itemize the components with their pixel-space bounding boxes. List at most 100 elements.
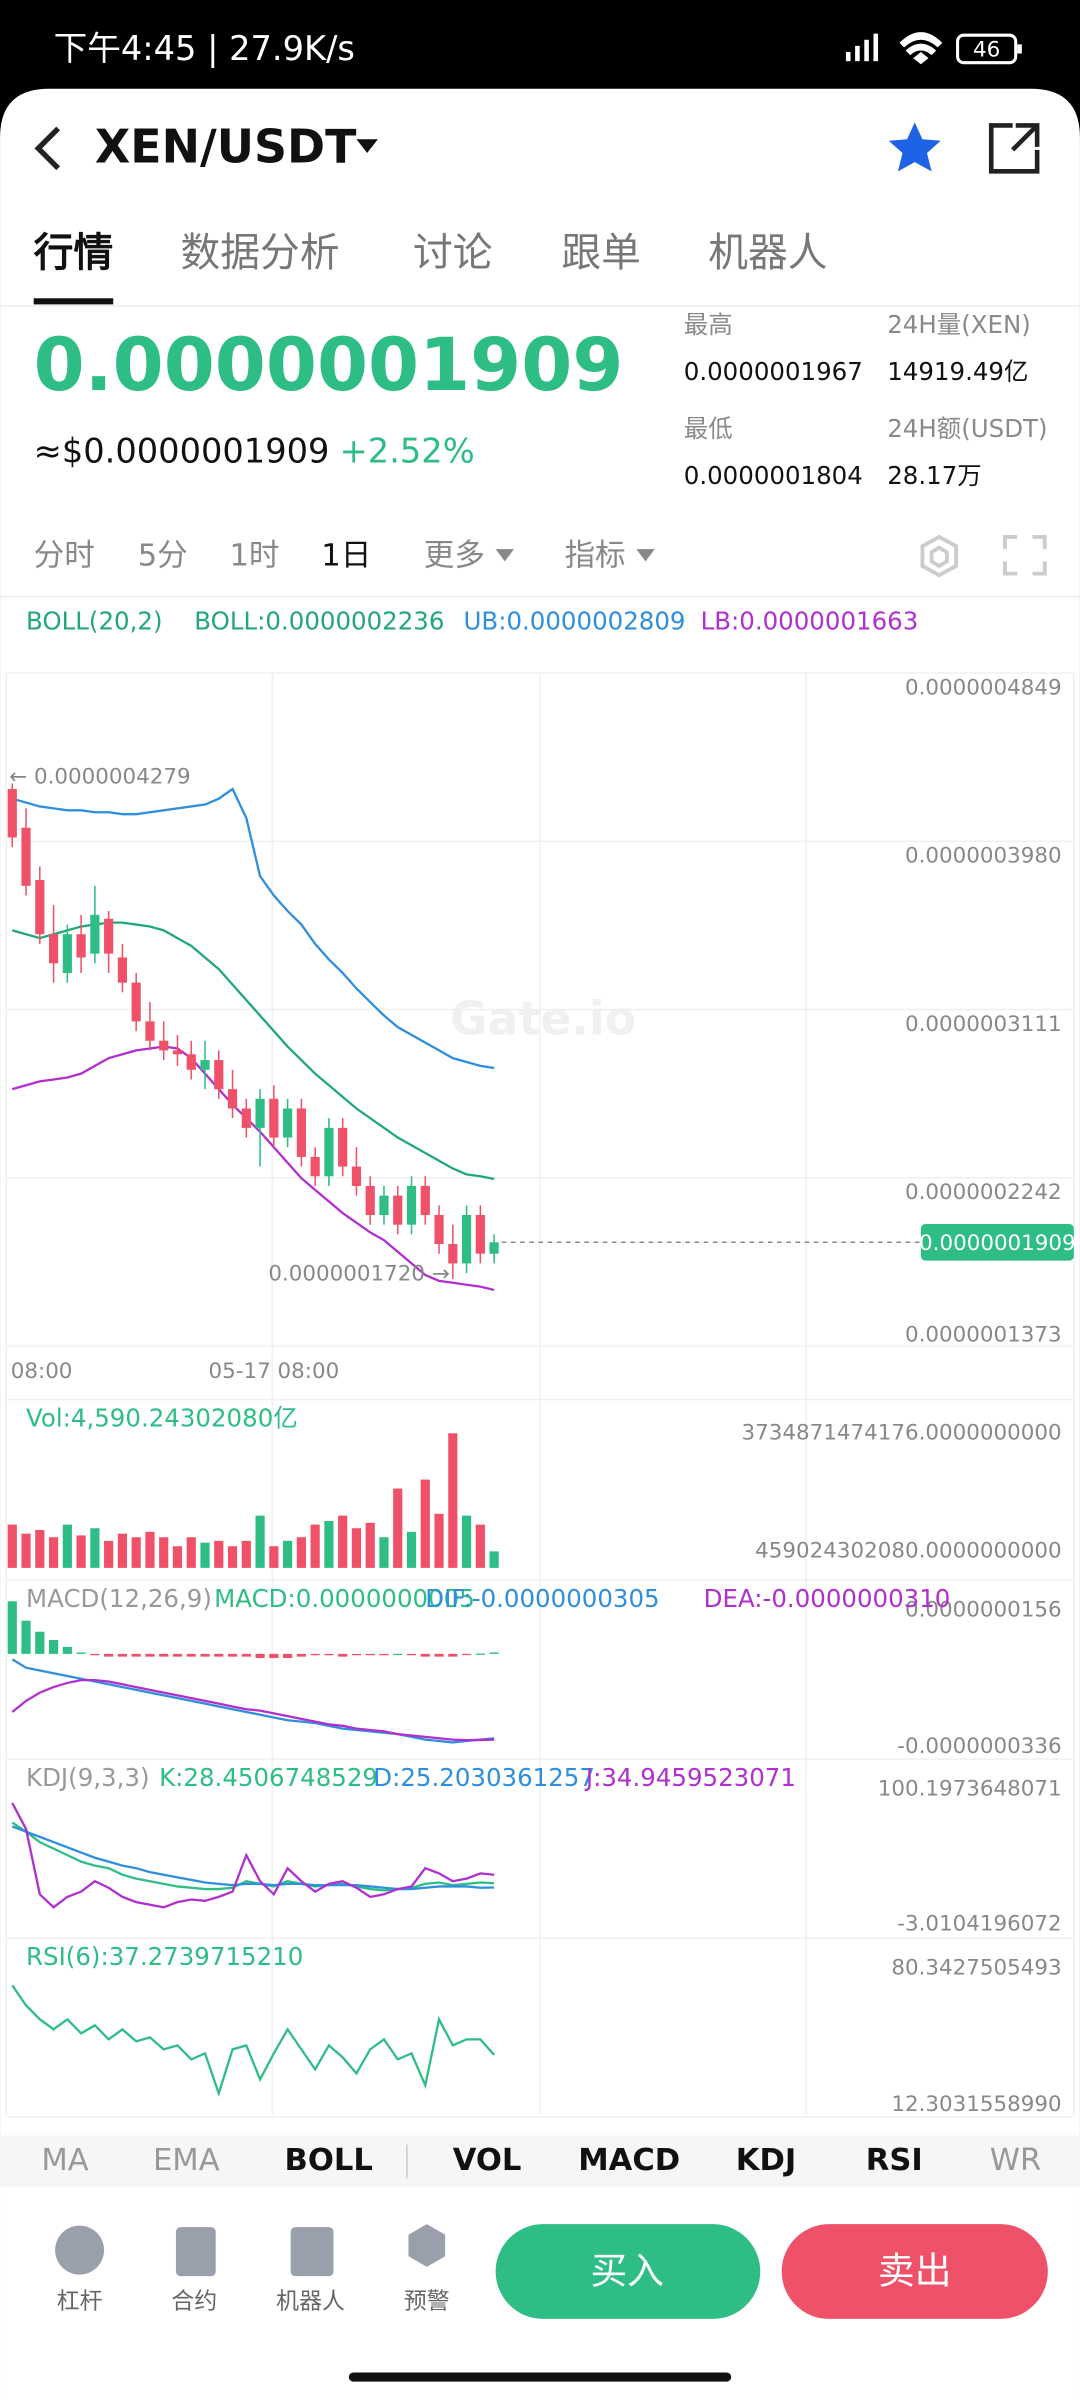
candle-body <box>338 1127 348 1167</box>
share-button[interactable] <box>988 123 1040 174</box>
y-tick-label: 3734871474176.0000000000 <box>742 1420 1062 1445</box>
candle-body <box>62 934 72 973</box>
interval[interactable]: 5分 <box>138 538 188 573</box>
macd-bar <box>172 1653 183 1657</box>
indicator-line <box>11 1984 495 2098</box>
tab-indicator <box>33 298 114 305</box>
macd-bar <box>351 1653 362 1656</box>
x-tick-label: 08:00 <box>11 1359 73 1384</box>
macd-bar <box>283 1653 293 1659</box>
series-legend: K:28.4506748529 <box>159 1763 378 1792</box>
indicator-tab[interactable]: EMA <box>153 2143 220 2178</box>
tab[interactable]: 机器人 <box>708 230 827 276</box>
stat-label: 最低 <box>684 414 733 443</box>
volume-bar <box>489 1551 499 1568</box>
macd-bar <box>296 1653 306 1657</box>
candle-body <box>131 982 141 1022</box>
interval[interactable]: 更多 <box>424 538 485 573</box>
volume-bar <box>35 1530 45 1568</box>
tab[interactable]: 数据分析 <box>181 230 340 276</box>
boll-line <box>11 1045 495 1292</box>
back-button[interactable] <box>34 126 61 171</box>
indicator-line <box>11 1802 495 1909</box>
home-indicator <box>348 2372 732 2382</box>
interval[interactable]: 1日 <box>321 538 371 573</box>
tool-label[interactable]: 合约 <box>171 2289 217 2315</box>
tool-label[interactable]: 机器人 <box>276 2289 345 2315</box>
indicator-tab[interactable]: KDJ <box>736 2143 796 2178</box>
min-label: 0.0000001720 → <box>268 1261 449 1286</box>
sell-button[interactable] <box>781 2224 1048 2319</box>
series-legend: DIF:-0.0000000305 <box>425 1584 659 1613</box>
macd-bar <box>104 1653 114 1657</box>
series-legend: LB:0.0000001663 <box>701 607 919 636</box>
indicator-tab[interactable]: VOL <box>453 2143 522 2178</box>
volume-bar <box>76 1535 86 1568</box>
candle-body <box>241 1108 251 1128</box>
y-tick-label: 0.0000001373 <box>905 1322 1062 1347</box>
sell-label[interactable]: 卖出 <box>878 2250 951 2293</box>
volume-bar <box>461 1515 472 1568</box>
settings-icon[interactable] <box>920 534 958 578</box>
indicator-tab[interactable]: WR <box>990 2143 1041 2178</box>
volume-bar <box>434 1513 444 1568</box>
interval[interactable]: 1时 <box>229 538 279 573</box>
candle-body <box>21 827 31 886</box>
x-tick-label: 05-17 08:00 <box>208 1359 339 1384</box>
tool-label[interactable]: 杠杆 <box>57 2289 103 2315</box>
volume-bar <box>310 1524 320 1568</box>
macd-bar <box>269 1653 279 1659</box>
macd-bar <box>214 1653 224 1657</box>
buy-label[interactable]: 买入 <box>590 2250 663 2293</box>
interval[interactable]: 指标 <box>564 538 625 573</box>
indicator-line <box>11 1825 495 1891</box>
favorite-star[interactable] <box>888 122 941 172</box>
tab[interactable]: 跟单 <box>561 230 641 276</box>
volume-bar <box>200 1542 210 1568</box>
candle-body <box>186 1054 196 1070</box>
pair-dropdown[interactable] <box>356 139 378 153</box>
usd-price: ≈$0.0000001909 <box>34 431 330 470</box>
y-tick-label: 80.3427505493 <box>891 1956 1061 1981</box>
series-legend: UB:0.0000002809 <box>464 607 686 636</box>
macd-bar <box>35 1631 45 1654</box>
macd-bar <box>420 1653 430 1657</box>
macd-bar <box>131 1653 141 1657</box>
candle-body <box>379 1195 389 1215</box>
series-legend: RSI(6):37.2739715210 <box>26 1942 303 1971</box>
indicator-tab[interactable]: BOLL <box>285 2143 373 2178</box>
boll-line <box>11 787 495 1070</box>
macd-bar <box>365 1653 375 1656</box>
volume-bar <box>214 1540 224 1568</box>
candle-body <box>406 1185 417 1225</box>
pair-title[interactable]: XEN/USDT <box>95 119 357 173</box>
y-tick-label: -3.0104196072 <box>897 1911 1061 1936</box>
tab[interactable]: 行情 <box>34 230 114 276</box>
indicator-tab[interactable]: MA <box>41 2143 88 2178</box>
tab[interactable]: 讨论 <box>413 230 493 276</box>
volume-bar <box>90 1528 100 1568</box>
tool-label[interactable]: 预警 <box>404 2289 450 2315</box>
indicator-tab[interactable]: MACD <box>578 2143 680 2178</box>
volume-bar <box>227 1546 238 1568</box>
macd-bar <box>379 1653 389 1656</box>
fullscreen-icon[interactable] <box>1003 534 1047 576</box>
indicator-line <box>11 1821 495 1892</box>
macd-bar <box>186 1653 196 1657</box>
candle-body <box>351 1166 362 1186</box>
y-tick-label: 0.0000003980 <box>905 844 1062 869</box>
stat-label: 最高 <box>684 310 733 339</box>
interval[interactable]: 分时 <box>34 538 95 573</box>
candle-body <box>283 1108 293 1138</box>
watermark: Gate.io <box>450 991 636 1045</box>
buy-button[interactable] <box>495 2224 761 2319</box>
candle-body <box>172 1050 183 1055</box>
last-price-label: 0.0000001909 <box>919 1231 1076 1256</box>
max-label: ← 0.0000004279 <box>9 764 190 789</box>
indicator-tab[interactable]: RSI <box>866 2143 923 2178</box>
indicator-line <box>11 1679 495 1742</box>
macd-bar <box>159 1653 169 1657</box>
volume-bar <box>21 1533 31 1568</box>
last-price-tag <box>920 1223 1074 1261</box>
